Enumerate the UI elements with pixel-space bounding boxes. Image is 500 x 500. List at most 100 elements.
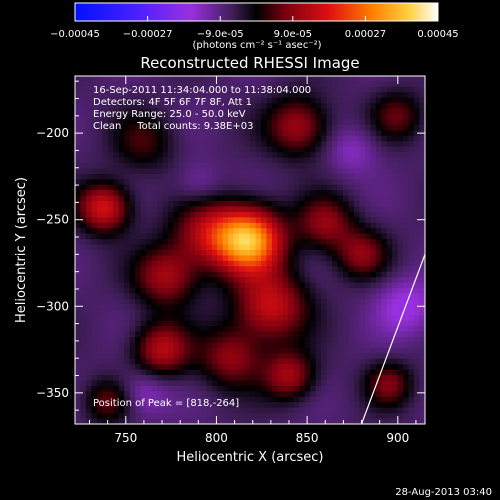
heatmap-cell [255, 385, 262, 392]
heatmap-cell [288, 407, 295, 414]
heatmap-cell [375, 201, 382, 208]
heatmap-cell [260, 130, 268, 137]
heatmap-cell [304, 168, 311, 175]
heatmap-cell [419, 108, 425, 115]
heatmap-cell [124, 342, 131, 349]
heatmap-cell [408, 266, 415, 273]
heatmap-cell [408, 86, 415, 93]
heatmap-cell [151, 152, 158, 159]
heatmap-cell [96, 119, 103, 126]
heatmap-cell [113, 168, 120, 175]
heatmap-cell [392, 146, 399, 153]
heatmap-cell [91, 358, 98, 365]
heatmap-cell [173, 135, 180, 142]
heatmap-cell [342, 304, 350, 311]
heatmap-cell [408, 141, 415, 148]
heatmap-cell [364, 407, 371, 414]
heatmap-cell [250, 195, 257, 202]
heatmap-cell [408, 211, 415, 218]
heatmap-cell [178, 282, 185, 289]
heatmap-cell [140, 337, 147, 344]
heatmap-cell [414, 217, 421, 224]
heatmap-cell [250, 342, 257, 349]
heatmap-cell [315, 168, 322, 175]
heatmap-cell [167, 179, 175, 186]
heatmap-cell [151, 353, 158, 360]
heatmap-cell [359, 375, 366, 382]
heatmap-cell [293, 201, 300, 208]
heatmap-cell [157, 114, 164, 121]
heatmap-cell [397, 119, 404, 126]
heatmap-cell [140, 239, 147, 246]
heatmap-cell [337, 298, 344, 305]
heatmap-cell [397, 103, 404, 110]
heatmap-cell [222, 228, 229, 235]
heatmap-cell [353, 108, 360, 115]
heatmap-cell [315, 124, 322, 131]
heatmap-cell [233, 271, 240, 278]
heatmap-cell [189, 304, 196, 311]
heatmap-cell [151, 222, 158, 229]
heatmap-cell [211, 92, 218, 99]
heatmap-cell [419, 315, 425, 322]
heatmap-cell [244, 358, 251, 365]
heatmap-cell [419, 114, 425, 121]
heatmap-cell [151, 217, 158, 224]
heatmap-cell [244, 228, 251, 235]
heatmap-cell [370, 347, 377, 354]
heatmap-cell [85, 418, 93, 424]
heatmap-cell [217, 201, 224, 208]
heatmap-cell [124, 239, 131, 246]
heatmap-cell [375, 141, 382, 148]
heatmap-cell [195, 331, 202, 338]
heatmap-cell [392, 228, 399, 235]
heatmap-cell [282, 222, 289, 229]
heatmap-cell [386, 190, 393, 197]
heatmap-cell [184, 135, 191, 142]
heatmap-cell [397, 222, 404, 229]
heatmap-cell [403, 141, 410, 148]
heatmap-cell [200, 206, 207, 213]
heatmap-cell [359, 239, 366, 246]
heatmap-cell [85, 298, 93, 305]
heatmap-cell [96, 179, 103, 186]
heatmap-cell [80, 146, 87, 153]
heatmap-cell [228, 266, 235, 273]
heatmap-cell [124, 114, 131, 121]
heatmap-cell [85, 114, 93, 121]
heatmap-cell [310, 375, 317, 382]
heatmap-cell [310, 315, 317, 322]
heatmap-cell [364, 326, 371, 333]
heatmap-cell [162, 369, 169, 376]
heatmap-cell [91, 228, 98, 235]
heatmap-cell [337, 260, 344, 267]
heatmap-cell [167, 364, 175, 371]
heatmap-cell [211, 353, 218, 360]
heatmap-cell [135, 190, 142, 197]
heatmap-cell [337, 195, 344, 202]
heatmap-cell [266, 320, 273, 327]
heatmap-cell [332, 103, 339, 110]
heatmap-cell [304, 331, 311, 338]
heatmap-cell [337, 337, 344, 344]
heatmap-cell [102, 217, 109, 224]
x-tick-label: 750 [114, 431, 137, 445]
heatmap-cell [118, 255, 125, 262]
heatmap-cell [113, 358, 120, 365]
heatmap-cell [277, 337, 284, 344]
heatmap-cell [102, 369, 109, 376]
heatmap-cell [189, 76, 196, 83]
heatmap-cell [124, 407, 131, 414]
heatmap-cell [271, 206, 278, 213]
heatmap-cell [195, 298, 202, 305]
heatmap-cell [167, 396, 175, 403]
heatmap-cell [332, 119, 339, 126]
heatmap-cell [375, 233, 382, 240]
heatmap-cell [211, 173, 218, 180]
heatmap-cell [173, 152, 180, 159]
heatmap-cell [146, 168, 153, 175]
heatmap-cell [217, 130, 224, 137]
heatmap-cell [157, 222, 164, 229]
heatmap-cell [167, 114, 175, 121]
heatmap-cell [239, 255, 246, 262]
